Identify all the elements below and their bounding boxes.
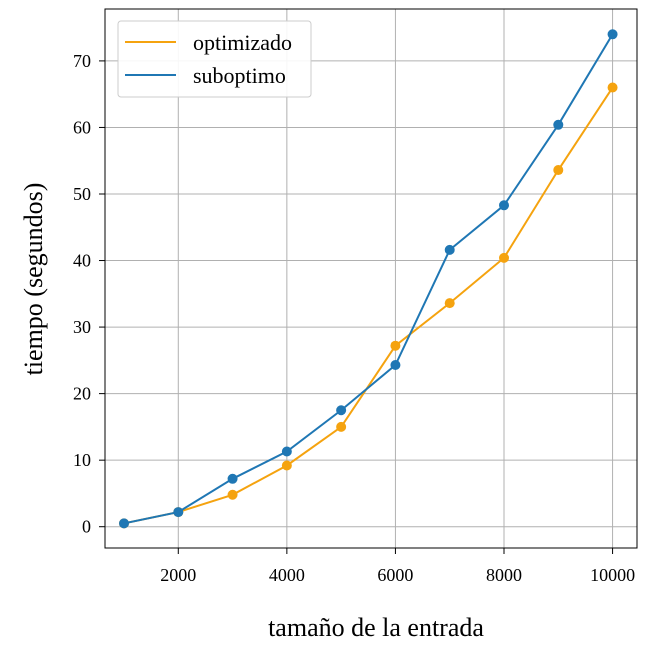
data-point-suboptimo (173, 507, 184, 518)
data-point-suboptimo (444, 244, 455, 255)
series-suboptimo (119, 29, 618, 529)
data-point-suboptimo (553, 119, 564, 130)
y-tick-label: 0 (82, 517, 91, 537)
plot-frame (104, 8, 638, 549)
x-axis-title: tamaño de la entrada (268, 613, 484, 642)
data-point-suboptimo (390, 360, 401, 371)
data-point-optimizado (607, 82, 618, 93)
data-point-optimizado (444, 298, 455, 309)
y-axis-title: tiempo (segundos) (19, 183, 48, 376)
y-tick-label: 10 (73, 450, 91, 470)
data-point-suboptimo (281, 446, 292, 457)
legend-label-suboptimo: suboptimo (193, 63, 286, 88)
x-tick-label: 6000 (377, 565, 413, 585)
data-point-suboptimo (227, 473, 238, 484)
series-line-suboptimo (123, 33, 614, 525)
x-tick-label: 4000 (269, 565, 305, 585)
data-point-optimizado (499, 252, 509, 263)
series-optimizado (119, 82, 618, 529)
y-tick-label: 40 (73, 251, 91, 271)
data-point-optimizado (227, 489, 238, 500)
legend-box (117, 20, 312, 98)
y-tick-label: 30 (73, 317, 91, 337)
axis-ticks: 2000 4000 6000 8000 10000 0 10 20 30 40 50 60 70 (73, 51, 635, 585)
x-tick-label: 10000 (590, 565, 635, 585)
data-point-suboptimo (119, 518, 129, 529)
data-point-suboptimo (336, 405, 347, 416)
series-layer (119, 29, 618, 529)
y-tick-label: 60 (73, 117, 91, 137)
data-point-optimizado (390, 340, 401, 351)
data-point-optimizado (281, 460, 292, 471)
y-tick-label: 20 (73, 384, 91, 404)
legend: optimizado suboptimo (117, 20, 312, 98)
x-tick-label: 2000 (160, 565, 196, 585)
data-point-optimizado (553, 165, 564, 176)
data-point-optimizado (336, 421, 347, 432)
y-tick-label: 70 (73, 51, 91, 71)
legend-label-optimizado: optimizado (193, 30, 292, 55)
x-tick-label: 8000 (486, 565, 522, 585)
grid-lines (105, 9, 637, 548)
y-tick-label: 50 (73, 184, 91, 204)
data-point-suboptimo (607, 29, 618, 40)
data-point-suboptimo (499, 200, 509, 211)
series-line-optimizado (123, 86, 614, 525)
